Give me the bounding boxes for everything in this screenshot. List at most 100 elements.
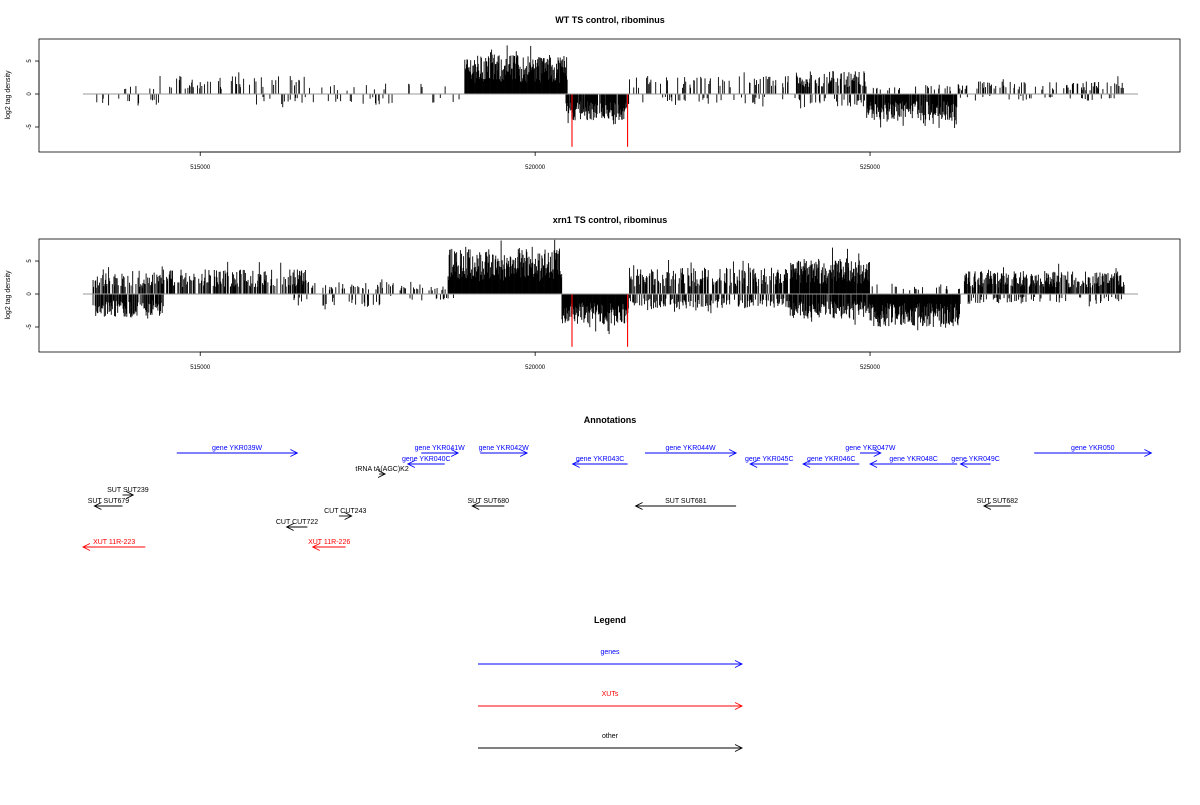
xrn1-highlight-marks [571, 294, 629, 347]
annotation-feature: SUT SUT239 [107, 487, 149, 499]
legend-label: XUTs [602, 691, 619, 698]
annotation-features: gene YKR039W gene YKR041W gene YKR040C tRNA… [81, 445, 1153, 551]
feature-label: SUT SUT239 [107, 487, 149, 494]
feature-label: gene YKR040C [402, 456, 451, 463]
annotation-feature: gene YKR045C [745, 456, 794, 468]
annotation-feature: gene YKR041W [415, 445, 465, 457]
feature-label: SUT SUT682 [977, 498, 1019, 505]
legend-item: genes [478, 649, 744, 668]
feature-label: gene YKR043C [576, 456, 625, 463]
x-tick-label: 525000 [860, 165, 881, 171]
feature-label: gene YKR044W [666, 445, 716, 452]
annotation-feature: gene YKR042W [479, 445, 529, 457]
annotation-feature: SUT SUT680 [468, 498, 510, 510]
feature-label: gene YKR041W [415, 445, 465, 452]
legend-label: genes [600, 649, 620, 656]
feature-arrowhead [344, 512, 353, 520]
feature-arrowhead [471, 502, 480, 510]
x-tick-label: 515000 [190, 165, 211, 171]
feature-arrowhead [93, 502, 102, 510]
feature-arrowhead [728, 449, 738, 457]
feature-label: SUT SUT680 [468, 498, 510, 505]
feature-label: gene YKR048C [889, 456, 938, 463]
feature-arrowhead [1144, 449, 1153, 457]
feature-label: gene YKR049C [951, 456, 1000, 463]
x-tick-label: 515000 [190, 365, 211, 371]
feature-label: gene YKR046C [807, 456, 856, 463]
y-tick-label: 0 [27, 92, 33, 96]
feature-label: gene YKR047W [845, 445, 895, 452]
feature-arrowhead [126, 491, 135, 499]
annotations-title: Annotations [584, 415, 637, 425]
feature-label: gene YKR045C [745, 456, 794, 463]
annotation-feature: gene YKR047W [845, 445, 896, 457]
annotation-feature: gene YKR043C [571, 456, 628, 468]
feature-label: SUT SUT679 [88, 498, 130, 505]
xrn1-y-axis: -5 0 5 [27, 259, 40, 330]
y-tick-label: -5 [27, 124, 33, 130]
x-tick-label: 525000 [860, 365, 881, 371]
annotation-feature: SUT SUT681 [634, 498, 737, 510]
feature-arrowhead [873, 449, 882, 457]
wt-y-axis: -5 0 5 [27, 59, 40, 130]
feature-label: XUT 11R-223 [93, 539, 135, 546]
y-tick-label: 5 [27, 259, 33, 263]
wt-coverage-bars [96, 45, 1124, 129]
annotation-feature: CUT CUT243 [324, 508, 366, 520]
x-tick-label: 520000 [525, 165, 546, 171]
feature-label: XUT 11R-226 [308, 539, 350, 546]
annotation-feature: gene YKR049C [951, 456, 1000, 468]
annotation-feature: gene YKR039W [176, 445, 299, 457]
feature-arrowhead [982, 502, 992, 510]
feature-arrowhead [959, 460, 968, 468]
legend-item: other [478, 733, 744, 752]
legend-title: Legend [594, 615, 626, 625]
wt-coverage-panel: WT TS control, ribominus log2 tag densit… [5, 15, 1181, 171]
legend-arrowhead [734, 660, 744, 668]
feature-label: gene YKR042W [479, 445, 529, 452]
wt-highlight-marks [571, 94, 629, 147]
xrn1-panel-title: xrn1 TS control, ribominus [553, 215, 668, 225]
x-tick-label: 520000 [525, 365, 546, 371]
feature-label: CUT CUT243 [324, 508, 366, 515]
legend-item: XUTs [478, 691, 744, 710]
feature-arrowhead [285, 523, 294, 531]
legend-arrowhead [734, 744, 744, 752]
annotation-feature: XUT 11R-226 [308, 539, 350, 551]
annotations-track: Annotations gene YKR039W gene YKR041W gene… [81, 415, 1153, 551]
feature-label: gene YKR050 [1071, 445, 1115, 452]
wt-x-axis: 515000 520000 525000 [190, 151, 881, 171]
xrn1-coverage-bars [92, 239, 1125, 335]
annotation-feature: SUT SUT679 [88, 498, 130, 510]
annotation-feature: XUT 11R-223 [81, 539, 146, 551]
xrn1-x-axis: 515000 520000 525000 [190, 351, 881, 371]
y-tick-label: 5 [27, 59, 33, 63]
legend: Legend genes XUTs other [478, 615, 744, 752]
feature-arrowhead [749, 460, 758, 468]
annotation-feature: gene YKR048C [869, 456, 958, 468]
feature-arrowhead [81, 543, 91, 551]
feature-arrowhead [450, 449, 460, 457]
feature-label: SUT SUT681 [665, 498, 707, 505]
annotation-feature: gene YKR044W [644, 445, 738, 457]
legend-label: other [602, 733, 619, 740]
wt-y-axis-label: log2 tag density [5, 70, 12, 120]
annotation-feature: gene YKR040C [402, 456, 451, 468]
feature-arrowhead [290, 449, 299, 457]
annotation-feature: gene YKR046C [802, 456, 860, 468]
feature-arrowhead [634, 502, 643, 510]
annotation-feature: CUT CUT722 [276, 519, 318, 531]
feature-arrowhead [406, 460, 416, 468]
feature-arrowhead [519, 449, 529, 457]
legend-items: genes XUTs other [478, 649, 744, 752]
xrn1-y-axis-label: log2 tag density [5, 270, 12, 320]
legend-arrowhead [734, 702, 744, 710]
feature-arrowhead [802, 460, 811, 468]
feature-label: CUT CUT722 [276, 519, 318, 526]
y-tick-label: -5 [27, 324, 33, 330]
feature-label: gene YKR039W [212, 445, 262, 452]
feature-arrowhead [377, 470, 387, 478]
y-tick-label: 0 [27, 292, 33, 296]
